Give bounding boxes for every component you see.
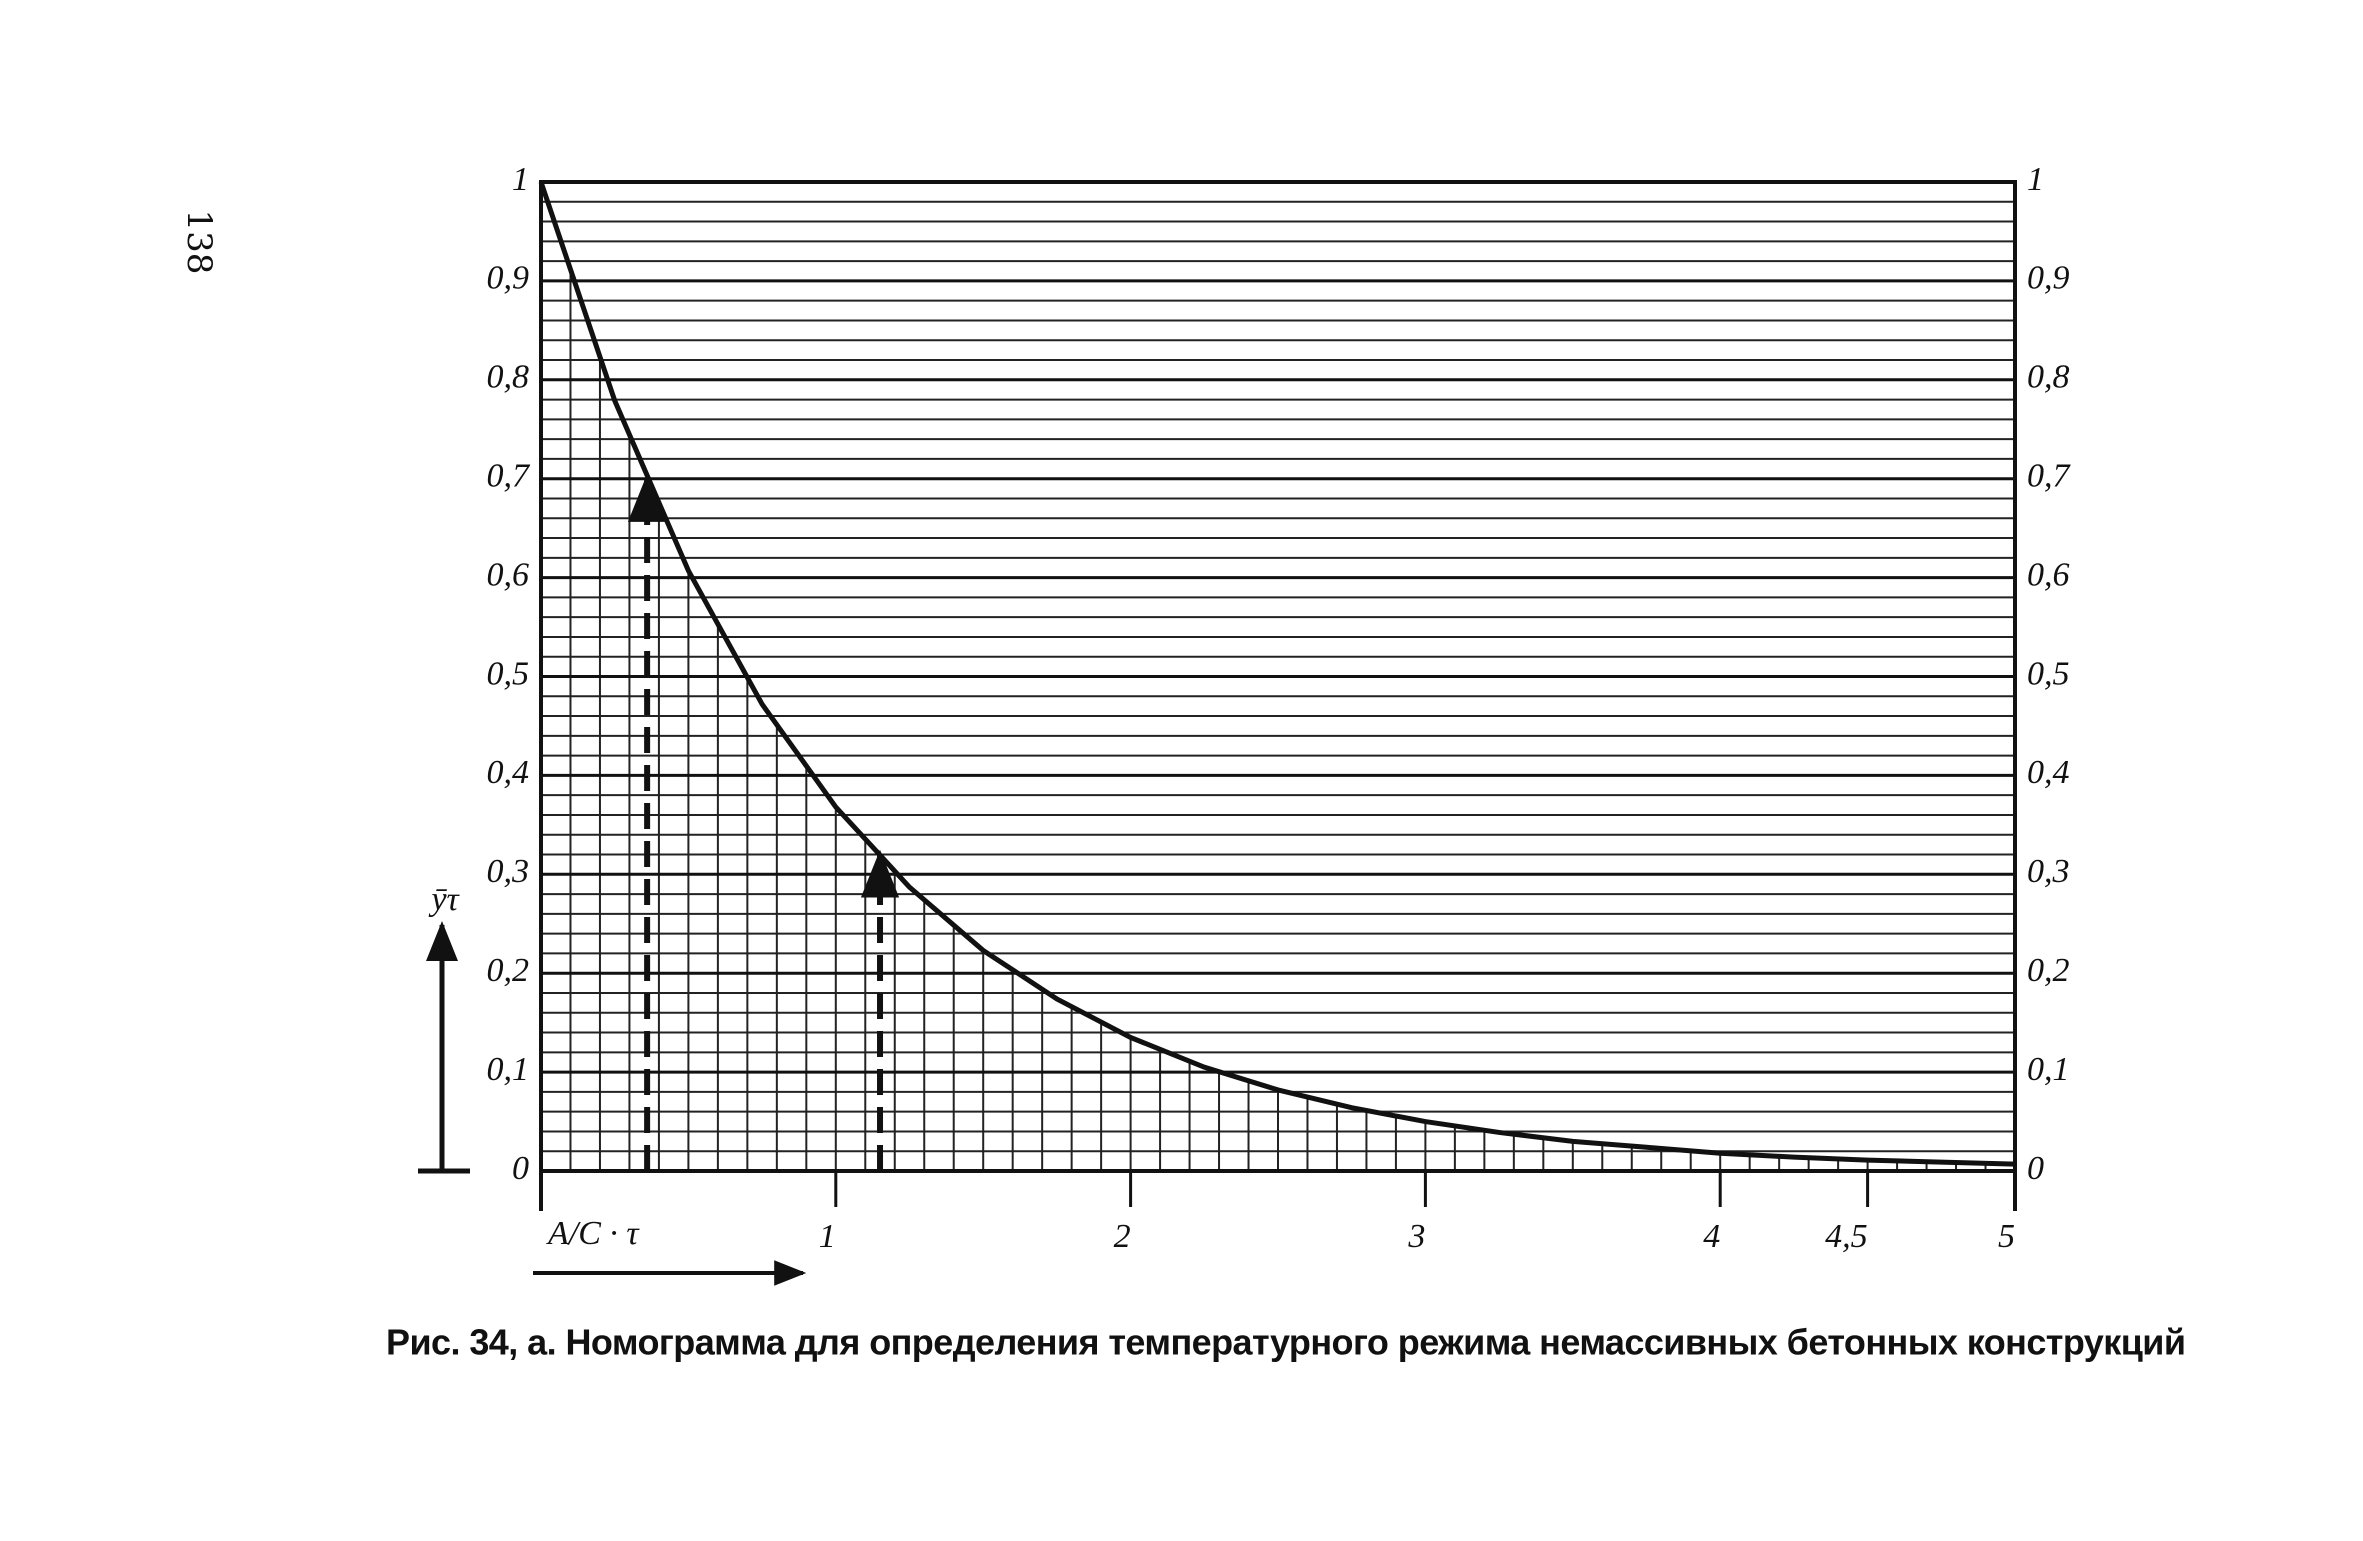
y2-tick-label: 0,7 xyxy=(2027,457,2072,494)
y2-tick-label: 0,4 xyxy=(2027,754,2070,791)
y-tick-label: 1 xyxy=(512,161,529,198)
y-tick-label: 0,2 xyxy=(487,952,530,989)
plot-frame xyxy=(539,180,2017,1173)
y-tick-label: 0,4 xyxy=(487,754,530,791)
y2-tick-label: 0,2 xyxy=(2027,952,2070,989)
x-tick-label: 1 xyxy=(819,1218,836,1255)
y-tick-label: 0,3 xyxy=(487,853,530,890)
y2-tick-label: 0,3 xyxy=(2027,853,2070,890)
y-tick-label: 0,8 xyxy=(487,359,530,396)
x-axis-label: A/C · τ xyxy=(546,1215,640,1252)
y2-tick-label: 0,1 xyxy=(2027,1051,2070,1088)
curve xyxy=(538,181,2016,1167)
y-tick-label: 0,5 xyxy=(487,655,530,692)
x-tick-label: 2 xyxy=(1114,1218,1131,1255)
y-tick-label: 0,7 xyxy=(487,457,532,494)
y2-tick-label: 1 xyxy=(2027,161,2044,198)
y2-tick-label: 0,6 xyxy=(2027,556,2070,593)
y2-tick-label: 0,8 xyxy=(2027,359,2070,396)
caption: Рис. 34, а. Номограмма для определения т… xyxy=(386,1322,2186,1363)
y2-tick-label: 0 xyxy=(2027,1150,2044,1187)
page-number: 138 xyxy=(179,210,219,275)
x-tick-label: 4,5 xyxy=(1825,1218,1868,1255)
y-tick-label: 0,6 xyxy=(487,556,530,593)
y-tick-label: 0 xyxy=(512,1150,529,1187)
y-tick-label: 0,9 xyxy=(487,260,530,297)
y2-tick-label: 0,9 xyxy=(2027,260,2070,297)
x-tick-label: 5 xyxy=(1998,1218,2015,1255)
y2-tick-label: 0,5 xyxy=(2027,655,2070,692)
x-tick-label: 4 xyxy=(1703,1218,1720,1255)
y-axis-label: ȳτ xyxy=(428,881,460,918)
y-tick-label: 0,1 xyxy=(487,1051,530,1088)
x-tick-label: 3 xyxy=(1407,1218,1425,1255)
